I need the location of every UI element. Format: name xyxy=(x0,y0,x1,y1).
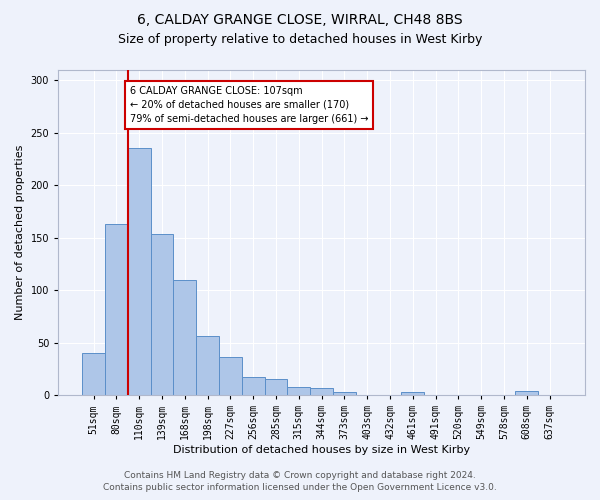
Y-axis label: Number of detached properties: Number of detached properties xyxy=(15,145,25,320)
X-axis label: Distribution of detached houses by size in West Kirby: Distribution of detached houses by size … xyxy=(173,445,470,455)
Text: 6 CALDAY GRANGE CLOSE: 107sqm
← 20% of detached houses are smaller (170)
79% of : 6 CALDAY GRANGE CLOSE: 107sqm ← 20% of d… xyxy=(130,86,368,124)
Bar xyxy=(287,387,310,395)
Bar xyxy=(515,391,538,395)
Bar xyxy=(310,388,333,395)
Bar xyxy=(265,380,287,395)
Bar xyxy=(82,353,105,395)
Text: 6, CALDAY GRANGE CLOSE, WIRRAL, CH48 8BS: 6, CALDAY GRANGE CLOSE, WIRRAL, CH48 8BS xyxy=(137,12,463,26)
Bar xyxy=(401,392,424,395)
Bar xyxy=(333,392,356,395)
Bar xyxy=(219,358,242,395)
Bar xyxy=(128,148,151,395)
Bar xyxy=(173,280,196,395)
Bar xyxy=(242,378,265,395)
Bar xyxy=(151,234,173,395)
Bar xyxy=(196,336,219,395)
Text: Contains HM Land Registry data © Crown copyright and database right 2024.
Contai: Contains HM Land Registry data © Crown c… xyxy=(103,471,497,492)
Bar xyxy=(105,224,128,395)
Text: Size of property relative to detached houses in West Kirby: Size of property relative to detached ho… xyxy=(118,32,482,46)
